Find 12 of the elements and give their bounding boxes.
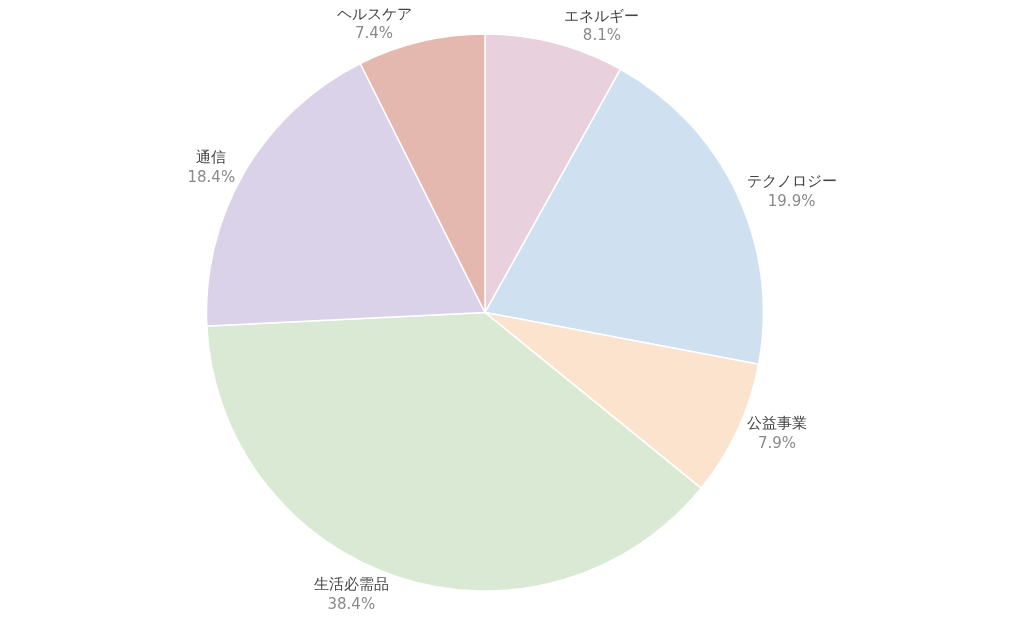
slice-label: 公益事業 (746, 414, 807, 433)
data-label: 18.4% (187, 167, 236, 186)
data-label: 38.4% (327, 594, 376, 613)
slice-label: テクノロジー (746, 172, 837, 191)
data-label: 19.9% (767, 191, 816, 210)
data-label: 7.4% (354, 24, 394, 43)
slice-label: 通信 (196, 148, 227, 167)
data-label: 8.1% (582, 26, 621, 45)
slice-label: エネルギー (564, 6, 640, 25)
slice-label: ヘルスケア (336, 4, 412, 23)
slice-label: 生活必需品 (313, 575, 389, 594)
data-label: 7.9% (757, 433, 797, 452)
